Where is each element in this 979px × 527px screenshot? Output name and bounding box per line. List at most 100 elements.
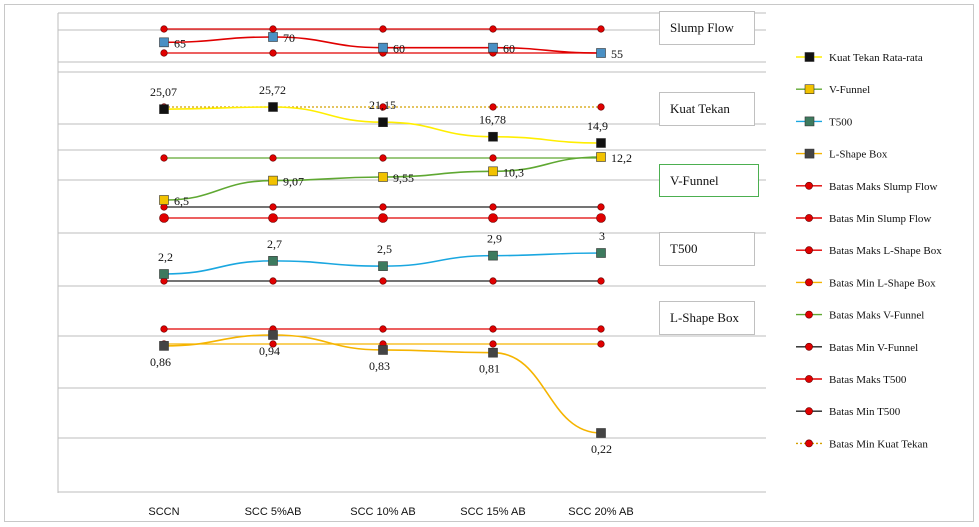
legend-label-batas-min-slump-flow: Batas Min Slump Flow [829, 213, 931, 225]
limit-marker-batas-min-l-shape-box-4 [597, 340, 605, 348]
legend-marker-batas-min-v-funnel [805, 342, 813, 351]
series-marker-slump-flow-2 [378, 42, 388, 53]
data-label-kuat-tekan-rata-rata-3: 16,78 [479, 113, 506, 127]
series-marker-kuat-tekan-rata-rata-1 [268, 102, 278, 112]
limit-marker-batas-maks-v-funnel-2 [379, 154, 387, 162]
data-label-t500-0: 2,2 [158, 250, 173, 264]
series-marker-l-shape-box-3 [488, 347, 498, 358]
limit-marker-batas-maks-slump-flow-3 [489, 25, 497, 33]
limit-marker-batas-maks-l-shape-box-3 [489, 325, 497, 333]
data-label-v-funnel-2: 9,55 [393, 171, 414, 185]
limit-marker-batas-min-l-shape-box-1 [269, 340, 277, 348]
legend-marker-l-shape-box [804, 148, 815, 159]
series-marker-l-shape-box-4 [596, 428, 606, 438]
series-marker-slump-flow-4 [596, 48, 606, 58]
data-label-kuat-tekan-rata-rata-2: 21,15 [369, 98, 396, 112]
category-label-1: SCC 5%AB [245, 506, 302, 518]
legend-label-batas-min-kuat-tekan: Batas Min Kuat Tekan [829, 438, 928, 450]
legend-marker-batas-maks-v-funnel [805, 310, 813, 319]
panel-label-v-funnel: V-Funnel [659, 164, 759, 197]
data-label-kuat-tekan-rata-rata-4: 14,9 [587, 119, 608, 133]
limit-marker-batas-maks-t500-1 [268, 213, 278, 223]
legend-marker-v-funnel [804, 84, 815, 94]
series-marker-t500-4 [596, 248, 606, 258]
data-label-slump-flow-1: 70 [283, 31, 295, 45]
series-marker-slump-flow-3 [488, 42, 498, 53]
series-marker-slump-flow-0 [159, 37, 169, 48]
limit-marker-batas-min-v-funnel-4 [597, 203, 605, 211]
limit-marker-batas-maks-t500-4 [596, 213, 606, 223]
legend-label-batas-maks-l-shape-box: Batas Maks L-Shape Box [829, 245, 942, 257]
series-marker-v-funnel-4 [596, 152, 606, 162]
legend-marker-t500 [804, 116, 815, 127]
data-label-l-shape-box-0: 0,86 [150, 355, 171, 369]
legend-label-batas-min-t500: Batas Min T500 [829, 406, 901, 418]
limit-marker-batas-min-t500-4 [597, 277, 605, 285]
legend-marker-batas-maks-t500 [805, 375, 813, 383]
panel-label-t500: T500 [659, 232, 755, 266]
legend-label-batas-min-v-funnel: Batas Min V-Funnel [829, 342, 918, 354]
limit-marker-batas-maks-t500-3 [488, 213, 498, 223]
limit-marker-batas-maks-v-funnel-3 [489, 154, 497, 162]
panel-label-kuat-tekan: Kuat Tekan [659, 92, 755, 126]
legend-label-batas-maks-t500: Batas Maks T500 [829, 374, 907, 386]
category-label-3: SCC 15% AB [460, 506, 525, 518]
data-label-kuat-tekan-rata-rata-0: 25,07 [150, 85, 177, 99]
data-label-t500-3: 2,9 [487, 232, 502, 246]
limit-marker-batas-min-v-funnel-1 [269, 203, 277, 211]
series-marker-t500-0 [159, 269, 169, 279]
series-marker-t500-2 [378, 261, 388, 271]
data-label-l-shape-box-2: 0,83 [369, 359, 390, 373]
data-label-slump-flow-0: 65 [174, 36, 186, 50]
category-label-0: SCCN [148, 506, 179, 518]
series-marker-t500-1 [268, 256, 278, 266]
data-label-v-funnel-4: 12,2 [611, 151, 632, 165]
limit-marker-batas-min-t500-1 [269, 277, 277, 285]
legend-label-v-funnel: V-Funnel [829, 84, 870, 96]
limit-marker-batas-min-slump-flow-1 [269, 49, 277, 57]
data-label-v-funnel-1: 9,07 [283, 175, 304, 189]
data-label-slump-flow-3: 60 [503, 42, 515, 56]
series-marker-kuat-tekan-rata-rata-3 [488, 131, 498, 142]
limit-marker-batas-min-kuat-tekan-2 [379, 103, 387, 111]
legend-marker-batas-maks-l-shape-box [805, 246, 813, 255]
limit-marker-batas-min-v-funnel-2 [379, 203, 387, 211]
limit-marker-batas-maks-v-funnel-0 [160, 154, 168, 162]
data-label-v-funnel-0: 6,5 [174, 194, 189, 208]
limit-marker-batas-min-kuat-tekan-3 [489, 103, 497, 111]
legend-marker-kuat-tekan-rata-rata [804, 52, 815, 62]
data-label-l-shape-box-3: 0,81 [479, 362, 500, 376]
series-marker-l-shape-box-1 [268, 330, 278, 340]
limit-marker-batas-maks-t500-0 [159, 213, 169, 223]
legend-marker-batas-maks-slump-flow [805, 181, 813, 190]
limit-marker-batas-maks-v-funnel-1 [269, 154, 277, 162]
data-label-t500-2: 2,5 [377, 242, 392, 256]
legend-label-t500: T500 [829, 116, 853, 128]
series-marker-l-shape-box-2 [378, 345, 388, 355]
legend-marker-batas-min-t500 [805, 407, 813, 416]
data-label-slump-flow-4: 55 [611, 47, 623, 61]
legend-marker-batas-min-slump-flow [805, 214, 813, 222]
legend-label-batas-maks-v-funnel: Batas Maks V-Funnel [829, 310, 924, 322]
category-label-4: SCC 20% AB [568, 506, 633, 518]
legend-label-l-shape-box: L-Shape Box [829, 149, 888, 161]
data-label-kuat-tekan-rata-rata-1: 25,72 [259, 83, 286, 97]
legend-marker-batas-min-kuat-tekan [805, 439, 813, 448]
legend-label-kuat-tekan-rata-rata: Kuat Tekan Rata-rata [829, 52, 923, 64]
series-marker-l-shape-box-0 [159, 341, 169, 351]
limit-marker-batas-min-v-funnel-3 [489, 203, 497, 211]
series-marker-kuat-tekan-rata-rata-0 [159, 104, 169, 114]
legend-label-batas-min-l-shape-box: Batas Min L-Shape Box [829, 277, 936, 289]
limit-marker-batas-maks-slump-flow-0 [160, 25, 168, 33]
panel-label-l-shape-box: L-Shape Box [659, 301, 755, 335]
data-label-t500-4: 3 [599, 229, 605, 243]
series-marker-v-funnel-2 [378, 172, 388, 182]
limit-marker-batas-min-kuat-tekan-4 [597, 103, 605, 111]
series-marker-slump-flow-1 [268, 32, 278, 42]
series-marker-v-funnel-0 [159, 195, 169, 205]
limit-marker-batas-min-t500-2 [379, 277, 387, 285]
series-marker-kuat-tekan-rata-rata-4 [596, 138, 606, 148]
data-label-slump-flow-2: 60 [393, 42, 405, 56]
data-label-l-shape-box-4: 0,22 [591, 442, 612, 456]
